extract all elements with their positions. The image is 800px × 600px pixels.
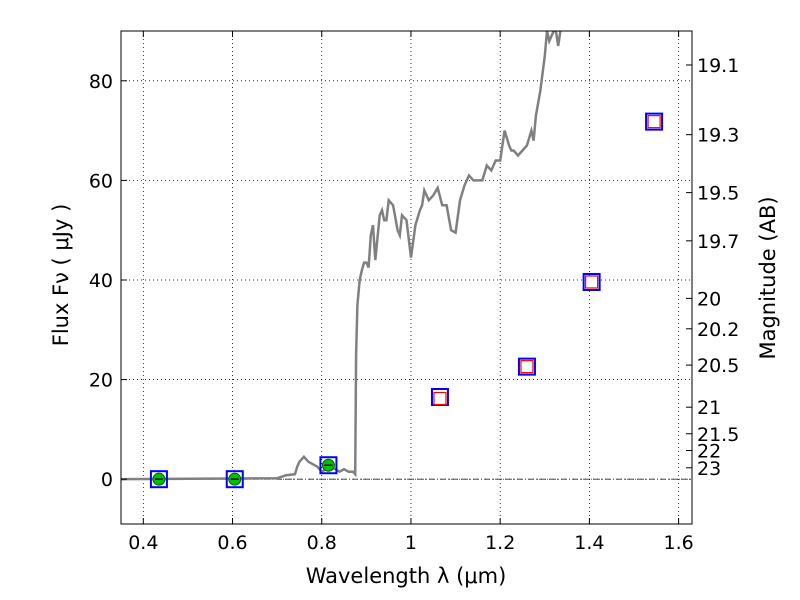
mag-tick-label: 19.5 [697, 183, 739, 205]
model-square-marker [585, 275, 599, 289]
y-tick-label: 60 [89, 170, 113, 192]
spectrum-line [121, 31, 562, 481]
observed-square-marker [517, 357, 536, 376]
mag-tick-label: 19.7 [697, 231, 739, 253]
observed-square-marker [225, 470, 244, 489]
observed-square-marker [149, 470, 168, 489]
y-axis-label-right: Magnitude (AB) [756, 196, 780, 359]
photometry-points [149, 112, 664, 489]
mag-tick-label: 20 [697, 288, 721, 310]
y-tick-label: 40 [89, 270, 113, 292]
x-tick-label: 1.2 [485, 532, 515, 554]
x-axis-label: Wavelength λ (μm) [306, 564, 507, 588]
y-tick-label: 80 [89, 71, 113, 93]
mag-tick-label: 19.1 [697, 55, 739, 77]
grid [121, 31, 692, 524]
observed-square-marker [582, 272, 601, 291]
y-tick-label: 0 [101, 469, 113, 491]
mag-tick-label: 20.2 [697, 319, 739, 341]
mag-tick-label: 22 [697, 441, 721, 463]
axes-frame [120, 30, 693, 525]
observed-square-marker [645, 112, 664, 131]
x-tick-labels: 0.4 0.6 0.8 1 1.2 1.4 1.6 [128, 532, 694, 554]
mag-tick-label: 20.5 [697, 355, 739, 377]
model-square-marker [647, 115, 661, 129]
x-tick-label: 1.6 [664, 532, 694, 554]
model-spectrum [121, 31, 562, 481]
model-square-marker [520, 360, 534, 374]
x-tick-label: 0.8 [307, 532, 337, 554]
x-tick-label: 0.4 [128, 532, 158, 554]
y-axis-label: Flux Fν ( μJy ) [49, 204, 73, 347]
x-tick-label: 0.6 [217, 532, 247, 554]
observed-square-marker [319, 456, 338, 475]
mag-tick-label: 19.3 [697, 125, 739, 147]
mag-tick-label: 23 [697, 458, 721, 480]
x-tick-label: 1 [405, 532, 417, 554]
x-tick-label: 1.4 [574, 532, 604, 554]
mag-tick-label: 21.5 [697, 424, 739, 446]
y-tick-label: 20 [89, 370, 113, 392]
model-square-marker [433, 391, 447, 406]
y-tick-labels: 0 20 40 60 80 [89, 71, 113, 491]
mag-tick-label: 21 [697, 397, 721, 419]
axis-ticks [121, 31, 692, 524]
